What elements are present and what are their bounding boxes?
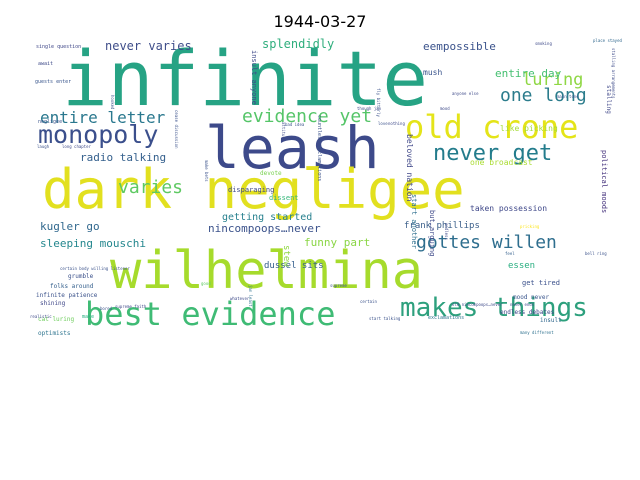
cloud-word: mood never [513,294,550,301]
cloud-word: mood [440,106,450,111]
cloud-word: negligee [38,119,62,125]
cloud-word: shining [40,300,66,307]
cloud-word: luring [522,70,583,90]
cloud-word: old crone [405,108,578,146]
cloud-word: stalling arrangements [611,48,616,99]
cloud-word: leash [205,114,380,182]
cloud-word: political moods [600,150,608,213]
cloud-word: sleeping mouschi [40,237,146,250]
chart-title: 1944-03-27 [273,12,367,31]
cloud-word: dark negligee [42,158,465,221]
cloud-word: eempossible [423,40,496,53]
cloud-word: nothing [388,121,405,126]
cloud-word: attitude [281,122,286,142]
cloud-word: though jan [357,106,382,111]
cloud-word: jan least [248,285,253,307]
cloud-word: kugler go [40,220,100,233]
cloud-word: makes things [400,293,588,323]
cloud-word: anyone else [452,91,479,96]
cloud-word: getting started [222,212,312,223]
cloud-word: bad idea [285,122,305,127]
cloud-word: varies [118,177,183,198]
cloud-word: radio talking [80,151,166,164]
cloud-word: whatever [230,296,250,301]
cloud-word: certain body willing listener [60,266,130,271]
cloud-word: folks around [50,283,94,290]
cloud-word: long chapter [62,144,91,149]
cloud-word: infinite [62,34,428,123]
cloud-word: supreme [330,283,347,288]
cloud-word: insult [540,317,562,324]
cloud-word: love [378,121,388,126]
cloud-word: grumble [68,273,94,280]
cloud-word: cease discussion [174,110,179,149]
cloud-word: never ends [510,302,535,307]
cloud-word: beloved nation [405,134,414,202]
cloud-word: stew [281,245,291,267]
cloud-word: infinite patience [36,292,98,299]
cloud-word: essen [508,261,535,271]
cloud-word: optimists [38,330,71,337]
cloud-word: entire day [495,67,562,80]
cloud-word: single question [36,44,81,50]
cloud-word: guests enter [35,79,71,85]
cloud-word: main tone [557,94,579,99]
cloud-word: make [82,314,94,320]
cloud-word: exclamations [428,315,464,321]
cloud-word: monopoly [38,120,158,149]
cloud-word: good [201,281,211,286]
cloud-word: endless [444,223,449,240]
cloud-word: never varies [105,39,192,53]
cloud-word: pricking [520,224,540,229]
cloud-word: evidence yet [242,106,372,127]
cloud-word: nincompoops…never [208,222,321,235]
cloud-word: dissent [269,194,299,202]
cloud-word: cat luring [38,316,75,323]
cloud-word: bored [100,306,113,311]
cloud-word: wilhelmina [110,241,423,301]
cloud-word: funny part [304,236,370,249]
cloud-word: many different [520,330,554,335]
cloud-word: one long [500,85,587,106]
cloud-word: get tired [522,279,560,287]
cloud-word: await [38,61,53,67]
cloud-word: insult anyone [250,50,258,105]
cloud-word: laugh [37,144,50,149]
cloud-word: start talking [369,316,401,321]
cloud-word: countless exclamations [316,115,322,181]
cloud-word: supreme faith [115,304,147,309]
cloud-word: feel [505,251,515,256]
cloud-word: never get [433,141,552,166]
cloud-word: hooked [110,95,115,110]
cloud-word: splendidly [262,37,334,51]
cloud-word: devote [260,170,282,177]
cloud-word: mush [423,68,442,77]
cloud-word: taken possession [470,204,547,213]
cloud-word: bell ring [585,251,607,256]
cloud-word: one broadcast [470,158,533,167]
cloud-word: realistic [30,314,52,319]
cloud-word: start another [410,194,418,249]
cloud-word: old nincompoops…never [452,302,503,307]
cloud-word: certain [360,299,377,304]
cloud-word: smoking [535,41,552,46]
cloud-word: best evidence [85,295,335,333]
cloud-word: like picking [500,124,558,133]
cloud-word: but…arguing [428,210,436,256]
cloud-word: dussel sits [264,261,324,271]
cloud-word: gottes willen [416,232,557,253]
cloud-word: stalling [605,85,612,114]
cloud-word: place stayed [593,38,622,43]
cloud-word: make bets [204,160,209,182]
cloud-word: frank phillips [404,221,480,231]
cloud-word: entire letter [40,108,166,127]
cloud-word: fly bitterly [376,88,381,117]
cloud-word: endless debates [500,309,555,316]
cloud-word: disparaging [228,186,274,194]
